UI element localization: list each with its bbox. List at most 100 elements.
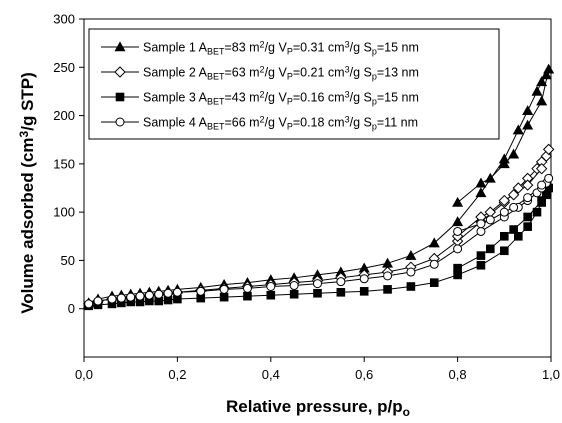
series-1-point [405,249,417,260]
legend-label-2: Sample 2 ABET=63 m2/g VP=0.21 cm3/g Sp=1… [143,65,419,81]
series-4-point [126,292,136,302]
x-tick-label: 0,4 [262,367,280,382]
series-3-point [243,291,252,301]
series-4-point [429,259,439,269]
legend: Sample 1 ABET=83 m2/g VP=0.31 cm3/g Sp=1… [88,28,500,140]
y-tick-label: 100 [53,205,75,220]
series-4-point [509,202,519,212]
series-3-point [336,287,346,297]
y-tick-label: 0 [68,301,75,316]
series-1-point [498,158,510,169]
series-3-point [499,246,509,256]
series-1-point [536,76,548,87]
series-3-point [499,231,509,241]
series-3-point [289,289,299,299]
x-tick-label: 0,0 [75,367,93,382]
series-1-point [531,85,543,96]
series-4-point [537,180,547,190]
series-3-point [406,282,416,291]
series-4-point [163,288,173,298]
legend-label-3: Sample 3 ABET=43 m2/g VP=0.16 cm3/g Sp=1… [143,90,419,106]
x-tick-label: 0,8 [449,367,467,382]
series-3-point [514,231,523,241]
series-4-point [485,215,495,225]
series-3-point [453,263,462,273]
series-3-point [383,285,392,294]
y-tick-label: 200 [53,108,75,123]
series-4-point [196,286,206,296]
series-4-point [242,283,252,293]
series-3-point [359,287,369,296]
series-1-point [484,172,496,183]
series-1-point [512,124,524,135]
series-1-point [522,105,534,116]
legend-marker-3 [115,92,125,102]
series-2-point [498,194,511,207]
y-tick-label: 150 [53,156,75,171]
series-1-point [508,148,520,159]
series-4-point [453,244,463,254]
series-4-point [499,207,509,217]
legend-marker-2 [114,66,126,78]
series-1-point [382,257,394,268]
series-3-point [485,244,495,254]
series-4 [84,173,554,309]
series-4-point [336,277,346,287]
series-4-point [406,267,416,277]
series-3-point [537,196,546,205]
series-4-point [172,287,182,297]
legend-marker-1 [114,41,126,52]
x-tick-label: 0,6 [355,367,373,382]
series-1-point [452,196,464,207]
series-4-point [135,291,145,301]
legend-label-1: Sample 1 ABET=83 m2/g VP=0.31 cm3/g Sp=1… [143,40,419,56]
series-4-point [84,299,94,309]
series-3-point [509,225,518,234]
series-1-point [452,216,464,227]
series-2-point [542,143,555,156]
series-1-point [428,237,440,248]
series-3-point [532,207,542,217]
series-4-point [453,226,463,236]
axis-labels: Relative pressure, p/po Volume adsorbed (… [17,72,410,418]
series-3 [84,183,553,311]
series-4-point [107,294,117,304]
series-2-point [535,162,548,175]
series-1-point [540,69,552,80]
series-2-point [507,189,520,201]
series-layer [82,63,555,311]
series-3-point [219,292,229,302]
legend-marker-4 [115,117,125,127]
series-4-point [476,226,486,236]
series-4-point [383,271,393,281]
series-4-point [359,274,369,284]
series-4-point [476,219,486,229]
series-4-point [144,290,154,300]
series-4-point [93,296,103,306]
y-tick-label: 50 [61,253,75,268]
series-4-point [289,281,299,291]
series-3-point [476,251,486,260]
y-tick-label: 300 [53,12,75,27]
series-4-point [219,284,229,294]
x-tick-label: 0,2 [168,367,186,382]
legend-box [88,28,500,140]
series-3-point [523,222,532,231]
legend-label-4: Sample 4 ABET=66 m2/g VP=0.18 cm3/g Sp=1… [143,115,418,131]
series-4-point [116,293,126,303]
series-3-point [476,260,486,270]
series-4-point [523,193,533,203]
series-2-point [512,182,525,194]
y-tick-label: 250 [53,60,75,75]
series-2-point [521,179,534,191]
axes: 0 50 100 150 200 250 300 0,0 0,2 0,4 0,6 0,8 1,0 [53,12,560,383]
series-3-point [313,288,322,298]
series-3-point [429,278,439,287]
series-4-point [266,282,276,292]
series-1-point [522,119,534,130]
series-4-point [544,173,554,183]
y-axis-title: Volume adsorbed (cm3/g STP) [17,72,37,314]
series-4-point [313,279,322,289]
x-axis-title: Relative pressure, p/po [226,397,410,419]
